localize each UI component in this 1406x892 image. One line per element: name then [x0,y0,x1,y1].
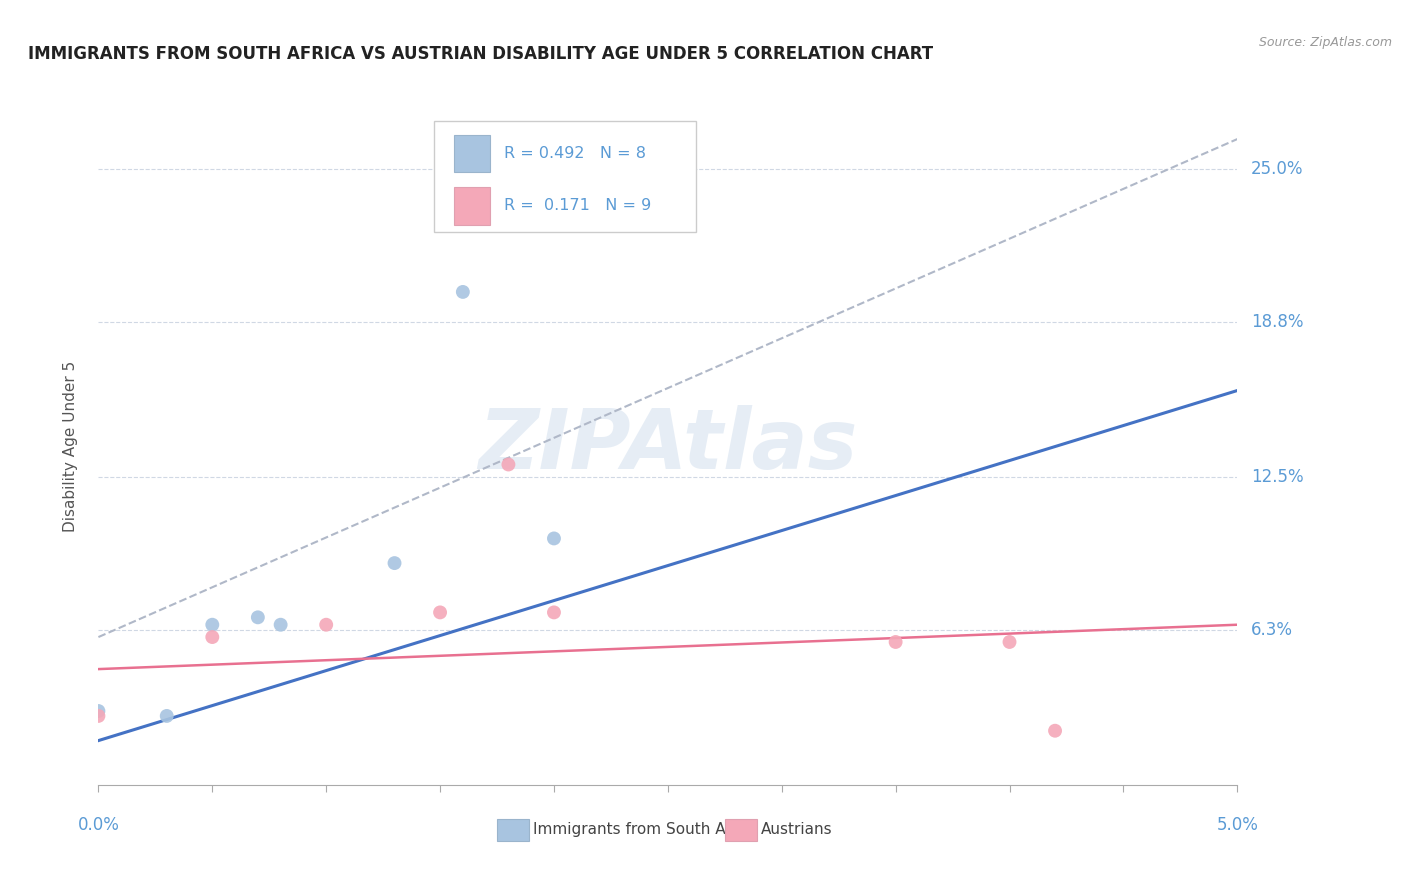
Point [384,556,406,570]
Point [156,709,179,723]
FancyBboxPatch shape [454,135,491,172]
Point [270,617,292,632]
Point [246,610,269,624]
FancyBboxPatch shape [454,187,491,225]
Point [498,458,520,472]
Point [201,617,224,632]
Point [998,635,1021,649]
Text: ZIPAtlas: ZIPAtlas [478,406,858,486]
Point [451,285,474,299]
Text: 12.5%: 12.5% [1251,467,1303,486]
Point [884,635,907,649]
Text: IMMIGRANTS FROM SOUTH AFRICA VS AUSTRIAN DISABILITY AGE UNDER 5 CORRELATION CHAR: IMMIGRANTS FROM SOUTH AFRICA VS AUSTRIAN… [28,45,934,62]
Text: R = 0.492   N = 8: R = 0.492 N = 8 [503,146,645,161]
Text: Austrians: Austrians [761,822,832,838]
Point [429,606,451,620]
Point [87,709,110,723]
Text: 18.8%: 18.8% [1251,312,1303,331]
Text: 0.0%: 0.0% [77,815,120,833]
Point [1043,723,1066,738]
Text: Immigrants from South Africa: Immigrants from South Africa [533,822,759,838]
FancyBboxPatch shape [498,819,529,840]
Point [87,704,110,718]
Text: R =  0.171   N = 9: R = 0.171 N = 9 [503,198,651,213]
FancyBboxPatch shape [725,819,756,840]
Point [315,617,337,632]
Point [201,630,224,644]
Text: Source: ZipAtlas.com: Source: ZipAtlas.com [1258,36,1392,49]
Text: 6.3%: 6.3% [1251,621,1294,639]
Point [543,606,565,620]
Y-axis label: Disability Age Under 5: Disability Age Under 5 [63,360,77,532]
Text: 25.0%: 25.0% [1251,160,1303,178]
Point [543,532,565,546]
FancyBboxPatch shape [434,120,696,233]
Text: 5.0%: 5.0% [1216,815,1258,833]
